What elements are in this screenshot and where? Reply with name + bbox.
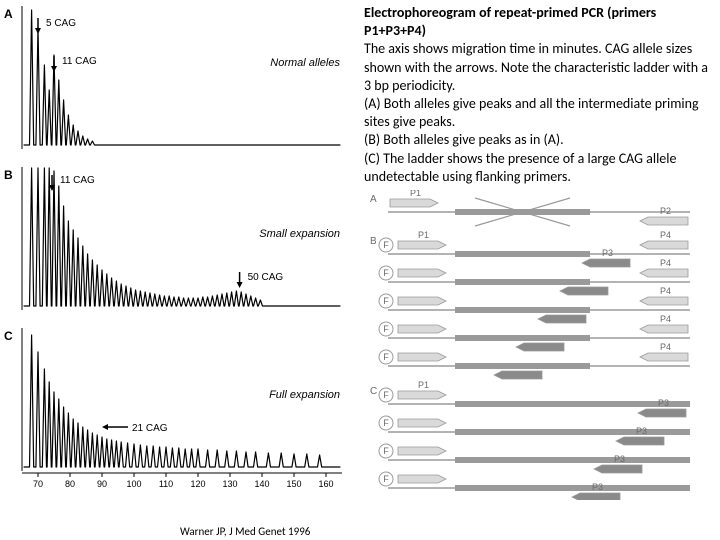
svg-text:P1: P1	[418, 380, 429, 390]
citation-text: Warner JP, J Med Genet 1996	[180, 525, 310, 538]
caption-title: Electrophoreogram of repeat-primed PCR (…	[364, 4, 656, 39]
svg-text:Full expansion: Full expansion	[269, 389, 340, 401]
svg-text:C: C	[370, 386, 377, 397]
svg-text:P1: P1	[418, 230, 429, 240]
svg-text:130: 130	[222, 479, 237, 489]
svg-text:F: F	[383, 474, 389, 484]
svg-text:P3: P3	[602, 248, 613, 258]
svg-text:F: F	[383, 240, 389, 250]
svg-text:Small expansion: Small expansion	[259, 228, 340, 240]
svg-text:21 CAG: 21 CAG	[132, 423, 168, 434]
svg-text:P4: P4	[660, 258, 671, 268]
svg-text:P4: P4	[660, 314, 671, 324]
svg-text:A: A	[4, 7, 13, 21]
svg-text:11 CAG: 11 CAG	[62, 56, 97, 67]
svg-text:F: F	[383, 418, 389, 428]
svg-text:F: F	[383, 446, 389, 456]
svg-text:70: 70	[33, 479, 43, 489]
caption-block: Electrophoreogram of repeat-primed PCR (…	[360, 0, 720, 190]
svg-text:5 CAG: 5 CAG	[46, 18, 76, 29]
electropherogram-svg: A 5 CAG 11 CAG Normal alleles B 11 CAG 50 CAG S…	[0, 0, 360, 520]
svg-text:140: 140	[254, 479, 269, 489]
caption-body-a: (A) Both alleles give peaks and all the …	[364, 95, 699, 130]
svg-text:F: F	[383, 296, 389, 306]
caption-body-b: (B) Both alleles give peaks as in (A).	[364, 131, 564, 148]
svg-text:P3: P3	[614, 454, 625, 464]
svg-text:P4: P4	[660, 286, 671, 296]
svg-text:P3: P3	[592, 482, 603, 492]
svg-text:100: 100	[126, 479, 141, 489]
svg-text:F: F	[383, 352, 389, 362]
svg-text:B: B	[4, 168, 13, 182]
svg-text:P4: P4	[660, 342, 671, 352]
svg-text:160: 160	[318, 479, 333, 489]
right-panel: Electrophoreogram of repeat-primed PCR (…	[360, 0, 720, 540]
svg-text:B: B	[370, 236, 377, 247]
svg-text:F: F	[383, 390, 389, 400]
svg-text:50 CAG: 50 CAG	[248, 272, 284, 283]
svg-text:Normal alleles: Normal alleles	[270, 57, 340, 69]
svg-text:P2: P2	[660, 206, 671, 216]
caption-body-c: (C) The ladder shows the presence of a l…	[364, 150, 676, 185]
primer-diagram-svg: AP1P2BFP1P3P4FP4FP4FP4FP4CFP1P3FP3FP3FP3	[360, 190, 712, 500]
svg-text:110: 110	[159, 479, 173, 489]
svg-text:11 CAG: 11 CAG	[60, 175, 95, 186]
svg-text:90: 90	[97, 479, 107, 489]
svg-text:P1: P1	[410, 190, 421, 198]
svg-text:P3: P3	[636, 426, 647, 436]
svg-text:P4: P4	[660, 230, 671, 240]
svg-text:80: 80	[65, 479, 75, 489]
svg-text:P3: P3	[658, 398, 669, 408]
svg-text:120: 120	[190, 479, 205, 489]
svg-text:F: F	[383, 268, 389, 278]
electropherogram-panel: A 5 CAG 11 CAG Normal alleles B 11 CAG 50 CAG S…	[0, 0, 360, 540]
svg-text:C: C	[4, 329, 13, 343]
caption-body1: The axis shows migration time in minutes…	[364, 40, 708, 93]
svg-text:F: F	[383, 324, 389, 334]
svg-text:A: A	[370, 194, 377, 205]
svg-text:150: 150	[286, 479, 301, 489]
